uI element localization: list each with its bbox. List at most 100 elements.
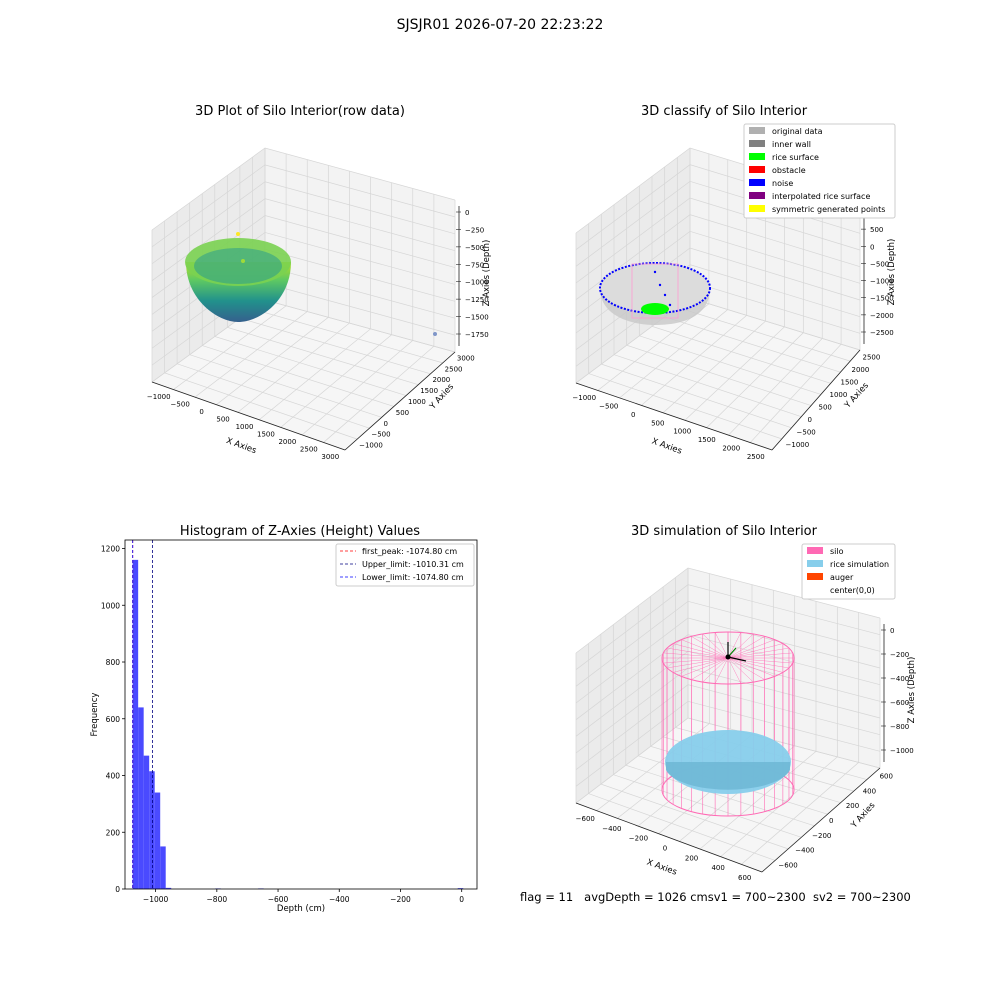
plot4-silo-spoke [673,643,729,659]
plot3-histogram-bar [132,559,139,889]
sv2-text: sv2 = 700~2300 [812,890,911,904]
plot2-legend-label: obstacle [772,166,806,175]
plot2-legend-label: noise [772,179,793,188]
plot2-3d-classify: −1000−50005001000150020002500−1000−50005… [572,123,897,461]
plot4-y-tick-label: 0 [829,817,833,825]
plot4-silo-wireframe [661,631,795,817]
plot4-x-tick-label: 200 [685,854,698,862]
plot4-x-tick-label: −200 [629,835,648,843]
plot4-pane-back [688,568,880,768]
plot4-silo-spoke [663,657,729,664]
plot4-grid-line [575,717,881,804]
plot1-x-tick-label: 2000 [278,438,296,446]
plot1-y-tick-label: 0 [384,420,388,428]
plot3-y-tick-label: 1200 [101,545,120,554]
plot2-y-tick-label: 2500 [863,353,881,361]
avg-depth-text: avgDepth = 1026 cm [584,890,708,904]
plot3-legend-label: first_peak: -1074.80 cm [362,547,457,556]
plot3-x-tick-label: 0 [459,895,464,904]
plot4-title: 3D simulation of Silo Interior [631,524,817,539]
plot4-silo-spoke [727,643,783,659]
plot3-plot-area [125,540,477,889]
plot1-y-tick-label: −1000 [359,442,383,450]
plot4-legend: silo rice simulation auger center(0,0) [801,543,896,600]
plot2-legend-label: rice surface [772,153,819,162]
plot4-silo-spoke [727,639,775,659]
plot2-legend-swatch [749,179,765,186]
plot2-legend: original data inner wall rice surface obsta… [743,123,896,219]
plot4-silo-spoke [666,647,729,659]
plot4-y-tick-label: −200 [812,832,831,840]
plot1-title: 3D Plot of Silo Interior(row data) [195,104,405,119]
plot3-x-axis-label: Depth (cm) [277,904,325,914]
plot1-z-tick-label: −500 [465,244,484,252]
plot4-legend-box [801,543,896,600]
plot3-legend-box [335,543,475,587]
plot2-legend-label: original data [772,127,823,136]
plot1-y-tick-label: 500 [396,409,409,417]
plot1-z-tick-label: −250 [465,226,484,234]
plot4-legend-swatch [807,547,823,554]
status-line: flag = 11 avgDepth = 1026 cmsv1 = 700~23… [520,890,911,904]
plot2-y-tick-label: 2000 [852,366,870,374]
plot4-silo-spoke [727,633,754,659]
plot4-silo-spoke [681,657,729,677]
plot4-x-tick-label: −600 [576,815,595,823]
plot1-y-tick-label: 3000 [457,354,475,362]
plot4-y-tick-label: 400 [863,787,876,795]
plot3-histogram: −1000 −800 −600 −400 −200 0 0 200 400 600 800 1000 1… [90,539,478,914]
plot4-silo-spoke [714,657,729,684]
plot4-silo-spoke [727,647,790,659]
plot3-legend-label: Upper_limit: -1010.31 cm [362,560,464,569]
plot4-y-tick-label: −600 [778,862,797,870]
plot3-frame [124,539,478,890]
plot4-silo-spoke [727,636,765,659]
plot2-legend-label: symmetric generated points [772,205,885,214]
plot4-z-tick-label: 0 [890,627,894,635]
plot2-x-tick-label: −1000 [572,394,596,402]
plot2-legend-label: interpolated rice surface [772,192,870,201]
plot1-outlier-point [241,259,245,263]
plot4-z-tick-label: −400 [890,675,909,683]
plot2-y-tick-label: −500 [797,428,816,436]
plot4-x-axis-label: X Axies [645,858,678,878]
plot3-y-tick-label: 600 [106,715,121,724]
plot1-x-tick-label: 0 [199,408,203,416]
plot1-x-tick-label: 1500 [257,431,275,439]
plot1-z-tick-label: −1750 [465,331,489,339]
plot1-z-tick-label: −1250 [465,296,489,304]
plot2-legend-label: inner wall [772,140,811,149]
plot4-y-tick-label: 600 [880,772,893,780]
plot4-y-tick-label: 200 [846,802,859,810]
plot4-x-tick-label: 0 [663,845,667,853]
plot4-y-tick-label: −400 [795,847,814,855]
plot4-y-axis [761,767,881,873]
plot2-silo-outline [631,263,679,319]
plot4-center-axis [727,656,747,662]
plot2-title: 3D classify of Silo Interior [640,104,808,119]
plot2-legend-swatch [749,205,765,212]
plot2-legend-swatch [749,140,765,147]
plot3-y-tick-label: 0 [115,885,120,894]
plot2-y-tick-label: 500 [819,403,832,411]
plot4-x-tick-label: 600 [738,874,751,882]
plot4-z-tick-label: −800 [890,723,909,731]
plot2-y-tick-label: 0 [808,416,812,424]
plot4-legend-label: center(0,0) [830,586,875,595]
plot2-y-axis [771,349,861,451]
plot1-x-axis [151,381,346,451]
plot4-silo-spoke [691,657,729,680]
plot2-z-tick-label: −500 [870,260,889,268]
plot2-z-tick-label: 0 [870,243,874,251]
plot2-noise-point [668,303,672,307]
plot1-3d-raw: −1000−500050010001500200025003000−1000−5… [147,147,492,461]
plot1-y-tick-label: −500 [371,431,390,439]
plot1-outlier-point [236,232,240,236]
plot4-silo-spoke [727,652,793,659]
plot2-x-axis-label: X Axies [650,437,683,457]
plot1-x-tick-label: −500 [171,400,190,408]
plot3-histogram-bar [160,846,166,889]
plot4-x-tick-label: −400 [602,825,621,833]
plot4-silo-spoke [663,652,729,659]
plot3-legend-label: Lower_limit: -1074.80 cm [362,573,464,582]
